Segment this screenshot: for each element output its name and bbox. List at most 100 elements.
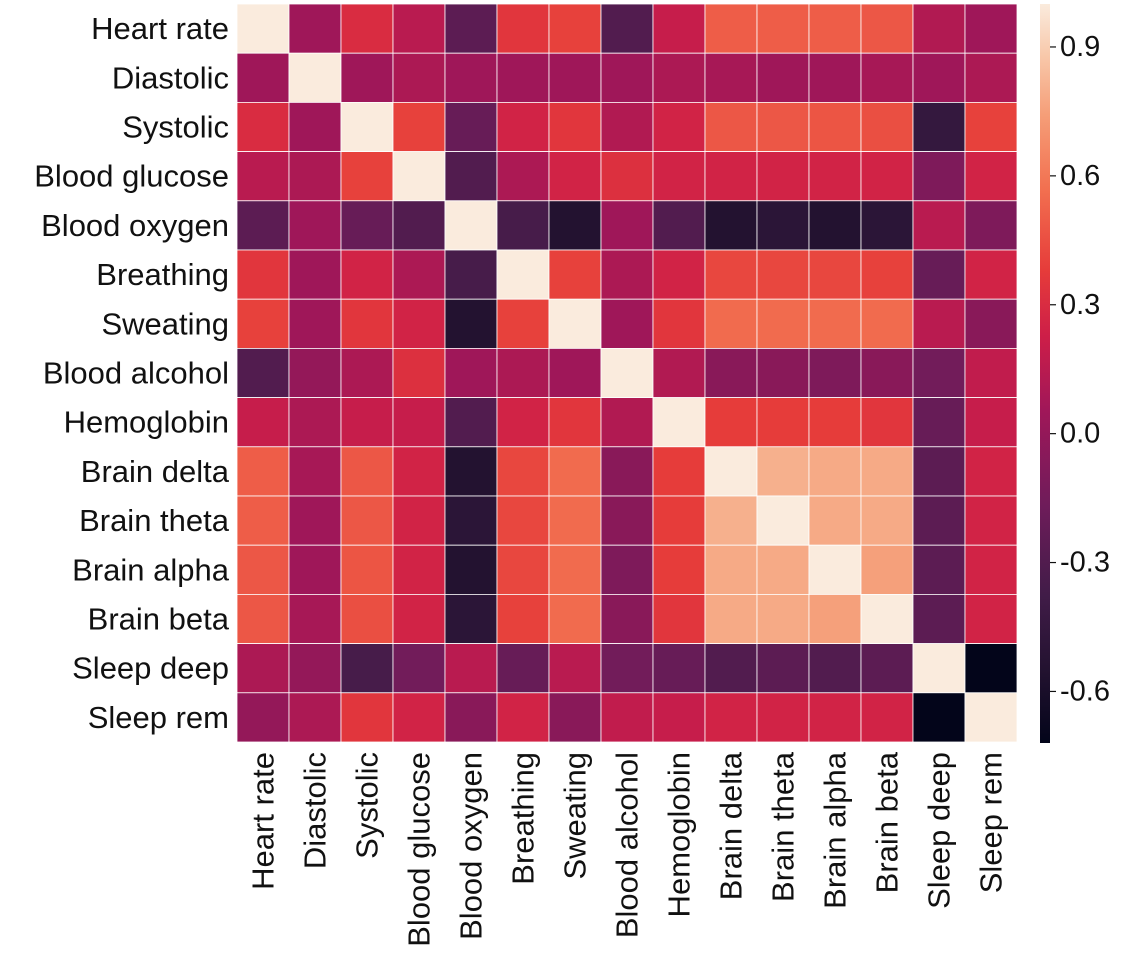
heatmap-cell-brain-theta-blood-alcohol (600, 495, 654, 546)
heatmap-cell-brain-delta-systolic (340, 446, 394, 497)
heatmap-cell-sleep-rem-brain-beta (860, 692, 914, 743)
heatmap-cell-hemoglobin-blood-oxygen (444, 397, 498, 448)
heatmap-cell-blood-alcohol-brain-beta (860, 347, 914, 398)
heatmap-cell-sleep-deep-sleep-deep (912, 643, 966, 694)
heatmap-cell-breathing-sweating (548, 249, 602, 300)
x-tick-label-sweating: Sweating (558, 752, 593, 880)
heatmap-cell-blood-oxygen-blood-oxygen (444, 200, 498, 251)
heatmap-cell-heart-rate-blood-oxygen (444, 3, 498, 54)
heatmap-cell-blood-glucose-systolic (340, 151, 394, 202)
heatmap-cell-systolic-systolic (340, 102, 394, 153)
heatmap-cell-brain-beta-blood-oxygen (444, 594, 498, 645)
heatmap-cell-sleep-deep-sleep-rem (964, 643, 1018, 694)
colorbar-tick-label: 0.6 (1060, 160, 1100, 192)
heatmap-cell-sleep-rem-sleep-deep (912, 692, 966, 743)
heatmap-cells (236, 3, 1018, 743)
heatmap-cell-blood-alcohol-sleep-deep (912, 347, 966, 398)
heatmap-cell-blood-glucose-diastolic (288, 151, 342, 202)
heatmap-cell-systolic-brain-delta (704, 102, 758, 153)
heatmap-cell-brain-beta-sleep-rem (964, 594, 1018, 645)
y-tick-label-breathing: Breathing (96, 257, 229, 292)
heatmap-cell-sleep-rem-breathing (496, 692, 550, 743)
heatmap-cell-sleep-deep-brain-theta (756, 643, 810, 694)
heatmap-cell-brain-beta-heart-rate (236, 594, 290, 645)
heatmap-cell-diastolic-diastolic (288, 52, 342, 103)
heatmap-cell-brain-delta-hemoglobin (652, 446, 706, 497)
heatmap-cell-blood-oxygen-heart-rate (236, 200, 290, 251)
heatmap-cell-blood-oxygen-brain-alpha (808, 200, 862, 251)
y-tick-label-hemoglobin: Hemoglobin (64, 405, 229, 440)
heatmap-cell-brain-theta-sweating (548, 495, 602, 546)
heatmap-cell-brain-delta-sleep-deep (912, 446, 966, 497)
x-tick-label-brain-delta: Brain delta (714, 751, 749, 900)
heatmap-cell-blood-alcohol-brain-delta (704, 347, 758, 398)
heatmap-cell-brain-alpha-brain-beta (860, 544, 914, 595)
heatmap-cell-heart-rate-sleep-deep (912, 3, 966, 54)
heatmap-cell-heart-rate-blood-alcohol (600, 3, 654, 54)
heatmap-cell-brain-theta-systolic (340, 495, 394, 546)
colorbar-tick-label: -0.3 (1060, 547, 1110, 579)
heatmap-cell-diastolic-breathing (496, 52, 550, 103)
heatmap-cell-blood-alcohol-heart-rate (236, 347, 290, 398)
heatmap-cell-sweating-sleep-rem (964, 298, 1018, 349)
x-tick-label-blood-glucose: Blood glucose (402, 752, 437, 947)
heatmap-cell-systolic-brain-alpha (808, 102, 862, 153)
heatmap-cell-systolic-sweating (548, 102, 602, 153)
heatmap-cell-sleep-deep-blood-glucose (392, 643, 446, 694)
heatmap-cell-sleep-deep-blood-oxygen (444, 643, 498, 694)
heatmap-cell-sleep-rem-blood-oxygen (444, 692, 498, 743)
heatmap-cell-sweating-breathing (496, 298, 550, 349)
heatmap-cell-sleep-deep-brain-alpha (808, 643, 862, 694)
heatmap-cell-blood-alcohol-blood-glucose (392, 347, 446, 398)
heatmap-cell-sleep-deep-hemoglobin (652, 643, 706, 694)
heatmap-cell-brain-beta-brain-alpha (808, 594, 862, 645)
heatmap-cell-blood-oxygen-brain-beta (860, 200, 914, 251)
y-tick-label-brain-alpha: Brain alpha (72, 552, 230, 587)
heatmap-cell-diastolic-sweating (548, 52, 602, 103)
heatmap-cell-brain-theta-sleep-rem (964, 495, 1018, 546)
heatmap-cell-hemoglobin-blood-alcohol (600, 397, 654, 448)
heatmap-cell-blood-glucose-brain-theta (756, 151, 810, 202)
heatmap-cell-systolic-sleep-deep (912, 102, 966, 153)
heatmap-cell-sleep-rem-brain-theta (756, 692, 810, 743)
y-tick-label-brain-theta: Brain theta (79, 503, 230, 538)
heatmap-cell-sleep-rem-brain-alpha (808, 692, 862, 743)
heatmap-cell-sweating-hemoglobin (652, 298, 706, 349)
heatmap-cell-blood-glucose-blood-oxygen (444, 151, 498, 202)
y-tick-label-sweating: Sweating (101, 306, 229, 341)
colorbar-gradient (1040, 4, 1050, 743)
heatmap-cell-sleep-deep-heart-rate (236, 643, 290, 694)
heatmap-cell-brain-delta-sweating (548, 446, 602, 497)
heatmap-cell-blood-alcohol-hemoglobin (652, 347, 706, 398)
heatmap-cell-systolic-heart-rate (236, 102, 290, 153)
heatmap-cell-hemoglobin-heart-rate (236, 397, 290, 448)
heatmap-cell-diastolic-sleep-deep (912, 52, 966, 103)
y-tick-label-diastolic: Diastolic (112, 60, 229, 95)
heatmap-cell-breathing-systolic (340, 249, 394, 300)
heatmap-cell-sweating-heart-rate (236, 298, 290, 349)
heatmap-cell-breathing-blood-alcohol (600, 249, 654, 300)
heatmap-cell-systolic-sleep-rem (964, 102, 1018, 153)
heatmap-cell-breathing-blood-glucose (392, 249, 446, 300)
heatmap-cell-blood-glucose-blood-alcohol (600, 151, 654, 202)
heatmap-cell-blood-alcohol-sweating (548, 347, 602, 398)
heatmap-cell-heart-rate-brain-theta (756, 3, 810, 54)
heatmap-cell-brain-theta-diastolic (288, 495, 342, 546)
heatmap-cell-sleep-deep-sweating (548, 643, 602, 694)
heatmap-cell-brain-alpha-brain-theta (756, 544, 810, 595)
heatmap-cell-sleep-rem-heart-rate (236, 692, 290, 743)
heatmap-cell-blood-oxygen-brain-delta (704, 200, 758, 251)
colorbar: 0.9 0.6 0.3 0.0 -0.3 -0.6 (1040, 4, 1110, 743)
x-tick-label-blood-oxygen: Blood oxygen (454, 752, 489, 940)
heatmap-cell-brain-theta-brain-delta (704, 495, 758, 546)
heatmap-cell-sweating-brain-beta (860, 298, 914, 349)
heatmap-cell-breathing-sleep-deep (912, 249, 966, 300)
heatmap-cell-systolic-diastolic (288, 102, 342, 153)
heatmap-cell-brain-alpha-systolic (340, 544, 394, 595)
heatmap-cell-brain-beta-breathing (496, 594, 550, 645)
heatmap-cell-blood-glucose-hemoglobin (652, 151, 706, 202)
heatmap-cell-blood-alcohol-sleep-rem (964, 347, 1018, 398)
heatmap-cell-blood-oxygen-blood-glucose (392, 200, 446, 251)
y-axis-labels: Heart rate Diastolic Systolic Blood glucose… (34, 11, 230, 735)
